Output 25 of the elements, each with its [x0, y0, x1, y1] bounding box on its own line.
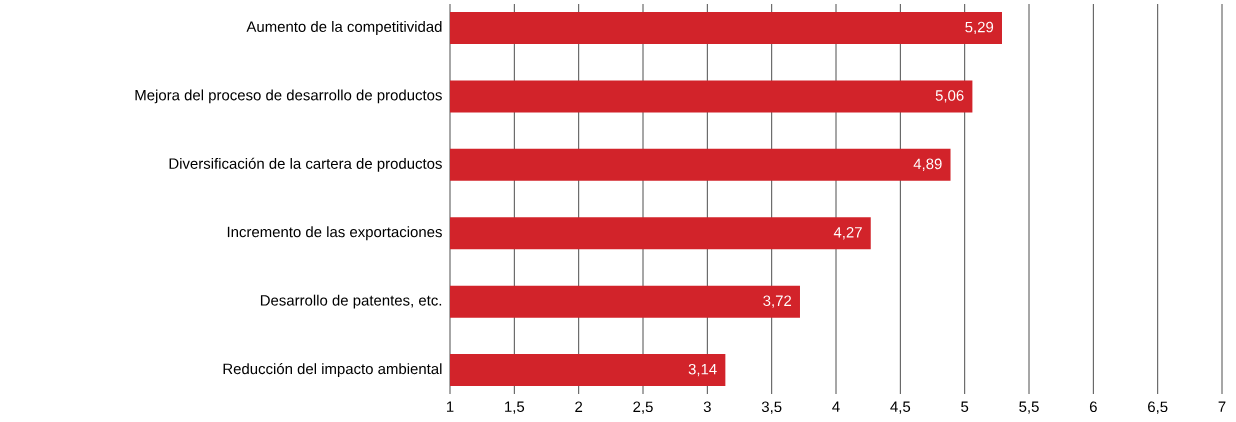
x-tick-label: 5 — [961, 401, 969, 412]
x-tick-label: 1 — [446, 401, 454, 412]
x-tick-label: 3,5 — [761, 401, 782, 414]
data-label: 3,72 — [763, 295, 792, 308]
x-tick-label: 4,5 — [890, 401, 911, 414]
y-tick-label: Diversificación de la cartera de productos — [169, 157, 442, 172]
x-tick-label: 6,5 — [1148, 401, 1168, 414]
y-tick-label: Desarrollo de patentes, etc. — [260, 294, 442, 309]
x-tick-label: 5,5 — [1019, 401, 1039, 414]
data-label: 3,14 — [688, 363, 717, 377]
y-tick-label: Mejora del proceso de desarrollo de productos — [135, 89, 442, 104]
x-tick-label: 6 — [1089, 401, 1097, 413]
x-tick-label: 7 — [1218, 401, 1226, 412]
data-label: 4,27 — [833, 227, 862, 240]
x-tick-label: 1,5 — [505, 401, 525, 414]
x-tick-label: 2 — [575, 401, 583, 412]
y-tick-label: Aumento de la competitividad — [246, 20, 442, 35]
y-tick-label: Reducción del impacto ambiental — [223, 363, 442, 378]
x-tick-label: 4 — [832, 401, 840, 412]
data-label: 5,29 — [965, 21, 994, 35]
x-tick-label: 2,5 — [633, 401, 653, 414]
data-label: 5,06 — [935, 90, 964, 103]
x-tick-label: 3 — [703, 401, 711, 413]
data-label: 4,89 — [913, 158, 942, 171]
y-tick-label: Incremento de las exportaciones — [227, 226, 442, 241]
